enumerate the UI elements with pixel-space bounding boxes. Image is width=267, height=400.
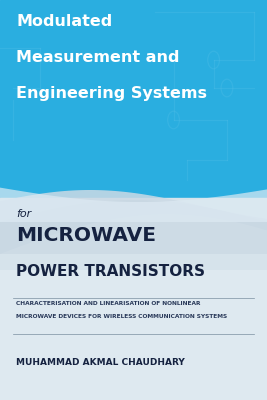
Text: CHARACTERISATION AND LINEARISATION OF NONLINEAR: CHARACTERISATION AND LINEARISATION OF NO… xyxy=(16,301,201,306)
Polygon shape xyxy=(0,214,267,400)
Bar xyxy=(0,0,267,198)
Text: Modulated: Modulated xyxy=(16,14,112,29)
Polygon shape xyxy=(0,200,267,270)
Polygon shape xyxy=(0,190,267,254)
Text: Measurement and: Measurement and xyxy=(16,50,179,65)
Text: POWER TRANSISTORS: POWER TRANSISTORS xyxy=(16,264,205,279)
Text: MICROWAVE: MICROWAVE xyxy=(16,226,156,245)
Text: MUHAMMAD AKMAL CHAUDHARY: MUHAMMAD AKMAL CHAUDHARY xyxy=(16,358,185,367)
Text: Engineering Systems: Engineering Systems xyxy=(16,86,207,101)
Text: for: for xyxy=(16,209,31,219)
Polygon shape xyxy=(0,188,267,222)
Bar xyxy=(0,198,267,400)
Text: MICROWAVE DEVICES FOR WIRELESS COMMUNICATION SYSTEMS: MICROWAVE DEVICES FOR WIRELESS COMMUNICA… xyxy=(16,314,227,319)
